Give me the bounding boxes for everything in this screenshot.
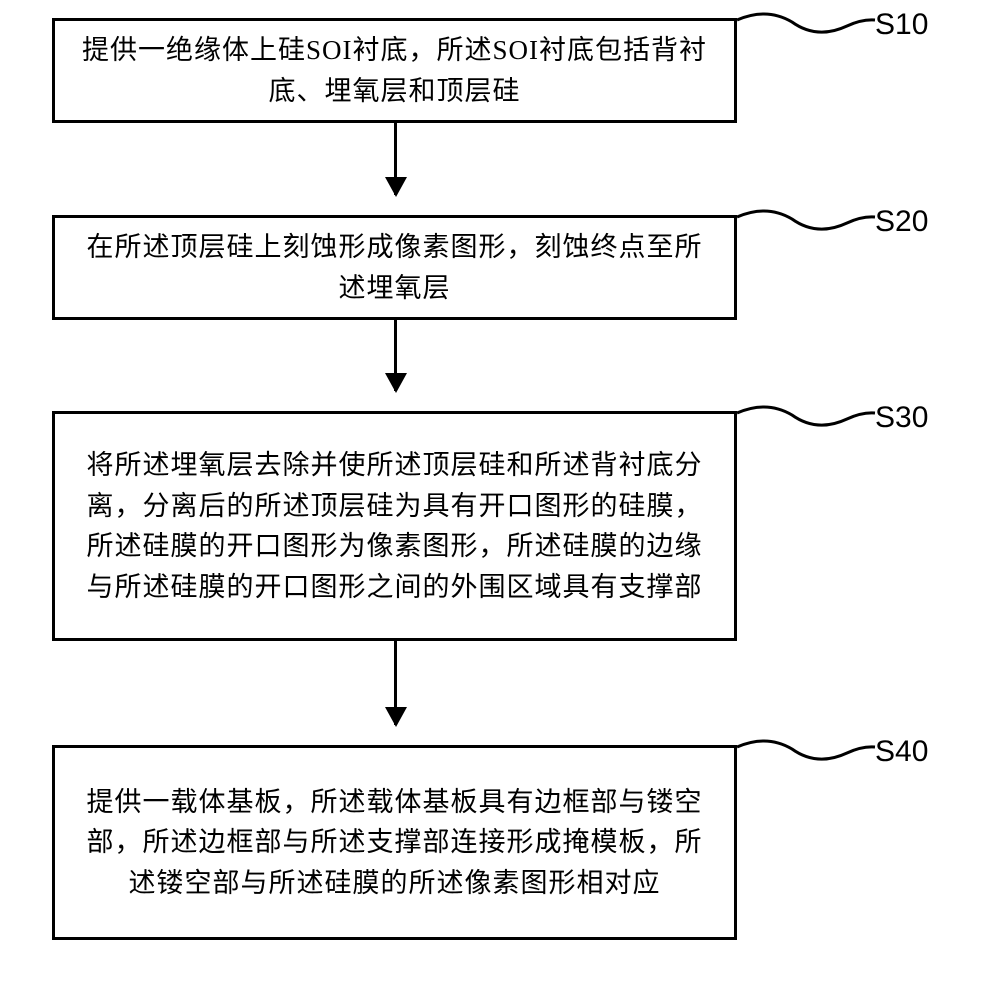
step-label-s40: S40: [875, 735, 928, 769]
step-box-s30: 将所述埋氧层去除并使所述顶层硅和所述背衬底分离，分离后的所述顶层硅为具有开口图形…: [52, 411, 737, 641]
squiggle-s30: [737, 405, 877, 440]
flowchart-container: 提供一绝缘体上硅SOI衬底，所述SOI衬底包括背衬底、埋氧层和顶层硅 S10 在…: [0, 0, 1000, 983]
step-label-s30: S30: [875, 401, 928, 435]
step-label-s20: S20: [875, 205, 928, 239]
step-label-s10: S10: [875, 8, 928, 42]
step-box-s10: 提供一绝缘体上硅SOI衬底，所述SOI衬底包括背衬底、埋氧层和顶层硅: [52, 18, 737, 123]
step-text-s30: 将所述埋氧层去除并使所述顶层硅和所述背衬底分离，分离后的所述顶层硅为具有开口图形…: [75, 445, 714, 607]
step-text-s20: 在所述顶层硅上刻蚀形成像素图形，刻蚀终点至所述埋氧层: [75, 227, 714, 308]
squiggle-s40: [737, 739, 877, 774]
arrow-1: [394, 123, 397, 195]
step-text-s40: 提供一载体基板，所述载体基板具有边框部与镂空部，所述边框部与所述支撑部连接形成掩…: [75, 782, 714, 904]
arrow-2: [394, 320, 397, 391]
arrow-3: [394, 641, 397, 725]
squiggle-s20: [737, 209, 877, 244]
step-box-s40: 提供一载体基板，所述载体基板具有边框部与镂空部，所述边框部与所述支撑部连接形成掩…: [52, 745, 737, 940]
step-text-s10: 提供一绝缘体上硅SOI衬底，所述SOI衬底包括背衬底、埋氧层和顶层硅: [75, 30, 714, 111]
step-box-s20: 在所述顶层硅上刻蚀形成像素图形，刻蚀终点至所述埋氧层: [52, 215, 737, 320]
squiggle-s10: [737, 12, 877, 47]
